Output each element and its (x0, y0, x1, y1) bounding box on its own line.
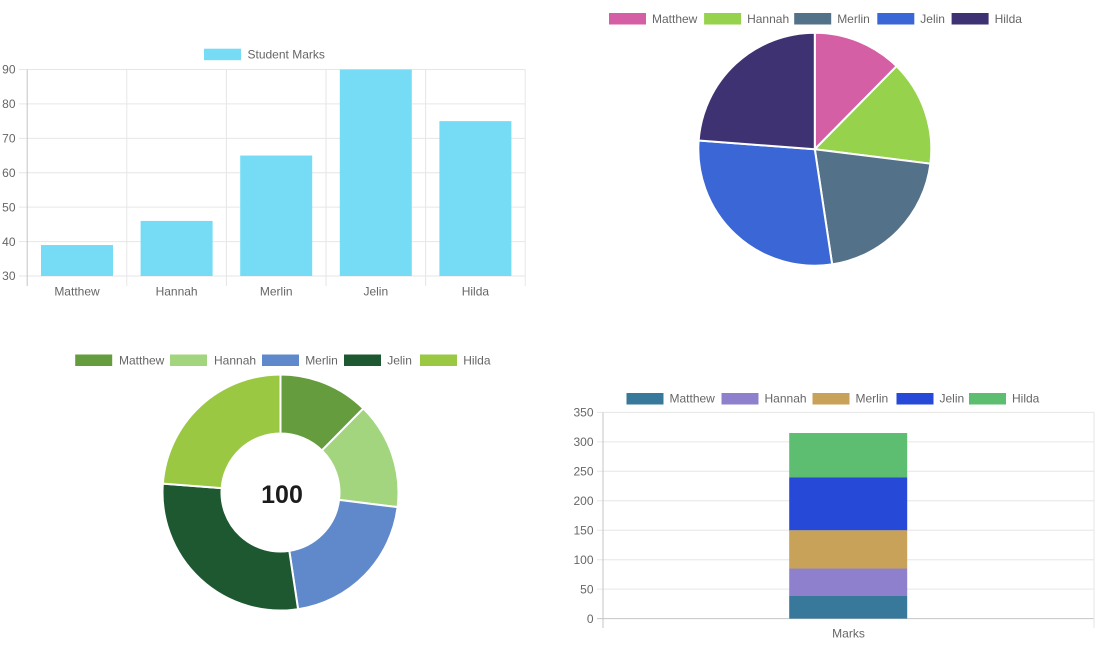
svg-text:Jelin: Jelin (940, 392, 965, 406)
svg-text:40: 40 (2, 235, 16, 249)
svg-text:Matthew: Matthew (670, 392, 716, 406)
svg-text:60: 60 (2, 166, 16, 180)
svg-text:250: 250 (573, 465, 593, 479)
svg-text:Hilda: Hilda (1012, 392, 1040, 406)
svg-text:Hannah: Hannah (214, 353, 256, 367)
svg-text:Hilda: Hilda (463, 353, 491, 367)
svg-text:Merlin: Merlin (856, 392, 889, 406)
svg-text:Marks: Marks (832, 627, 865, 641)
svg-text:50: 50 (2, 200, 16, 214)
svg-text:Hannah: Hannah (156, 285, 198, 299)
svg-text:30: 30 (2, 269, 16, 283)
svg-text:Merlin: Merlin (260, 285, 293, 299)
svg-text:90: 90 (2, 63, 16, 77)
svg-text:Jelin: Jelin (920, 12, 945, 26)
svg-text:Hannah: Hannah (747, 12, 789, 26)
svg-text:350: 350 (573, 406, 593, 420)
svg-text:Hilda: Hilda (462, 285, 490, 299)
svg-text:Student Marks: Student Marks (248, 48, 325, 62)
svg-text:200: 200 (573, 494, 593, 508)
svg-text:Jelin: Jelin (363, 285, 388, 299)
svg-text:100: 100 (261, 481, 303, 509)
svg-text:70: 70 (2, 132, 16, 146)
svg-text:Merlin: Merlin (305, 353, 338, 367)
svg-text:Hannah: Hannah (765, 392, 807, 406)
svg-text:Matthew: Matthew (54, 285, 100, 299)
svg-text:Matthew: Matthew (652, 12, 698, 26)
svg-text:Hilda: Hilda (995, 12, 1023, 26)
svg-text:0: 0 (587, 612, 594, 626)
svg-text:Merlin: Merlin (837, 12, 870, 26)
svg-text:300: 300 (573, 435, 593, 449)
svg-text:100: 100 (573, 553, 593, 567)
svg-text:80: 80 (2, 97, 16, 111)
svg-text:150: 150 (573, 523, 593, 537)
svg-text:Matthew: Matthew (119, 353, 165, 367)
svg-text:50: 50 (580, 582, 594, 596)
svg-text:Jelin: Jelin (387, 353, 412, 367)
